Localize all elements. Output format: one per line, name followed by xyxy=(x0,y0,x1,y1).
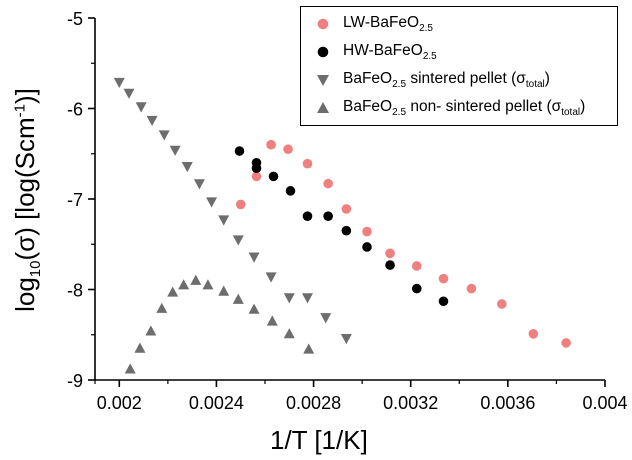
data-points xyxy=(113,77,571,374)
point-lw xyxy=(561,338,571,348)
point-sintered xyxy=(169,145,181,156)
y-tick-label: -9 xyxy=(67,371,83,391)
point-lw xyxy=(235,199,246,210)
y-axis-label: log10(σ) [log(Scm-1)] xyxy=(9,88,45,312)
point-hw xyxy=(234,146,245,156)
legend-marker-lw xyxy=(317,18,329,30)
point-non-sintered xyxy=(167,286,179,297)
legend-item-lw: LW-BaFeO2.5 xyxy=(301,11,617,37)
point-sintered xyxy=(146,115,158,127)
point-non-sintered xyxy=(266,315,278,326)
y-axis-label-container: log10(σ) [log(Scm-1)] xyxy=(2,0,52,460)
legend-marker-hw xyxy=(317,46,329,58)
point-lw xyxy=(466,283,477,294)
point-sintered xyxy=(283,293,295,304)
point-sintered xyxy=(265,272,277,283)
point-non-sintered xyxy=(303,343,315,354)
point-lw xyxy=(323,178,333,189)
point-hw xyxy=(302,211,313,221)
x-tick-label: 0.0024 xyxy=(189,393,244,413)
axis-ticks: 0.002 0.0024 0.0028 0.0032 0.0036 0.004 -5 -6 -7… xyxy=(67,9,628,413)
point-sintered xyxy=(320,313,332,324)
point-sintered xyxy=(181,162,193,173)
point-non-sintered xyxy=(190,274,202,285)
y-tick-label: -7 xyxy=(67,190,83,210)
legend-item-non-sintered: BaFeO2.5 non- sintered pellet (σtotal) xyxy=(301,95,617,121)
y-tick-label: -8 xyxy=(67,281,83,301)
point-hw xyxy=(285,186,296,196)
x-tick-label: 0.002 xyxy=(97,393,142,413)
point-hw xyxy=(341,225,352,236)
point-hw xyxy=(438,296,449,307)
point-non-sintered xyxy=(178,279,190,290)
point-lw xyxy=(496,299,507,309)
point-hw xyxy=(268,171,279,182)
point-sintered xyxy=(248,252,260,263)
point-non-sintered xyxy=(218,285,230,296)
point-non-sintered xyxy=(134,342,146,353)
point-lw xyxy=(385,248,395,259)
point-sintered xyxy=(123,88,135,99)
point-sintered xyxy=(113,77,125,89)
point-sintered xyxy=(206,197,218,208)
point-lw xyxy=(341,204,352,214)
x-tick-label: 0.0036 xyxy=(480,393,535,413)
point-lw xyxy=(528,329,539,339)
legend: LW-BaFeO2.5 HW-BaFeO2.5 BaFeO2.5 sintere… xyxy=(300,6,618,126)
x-tick-label: 0.0032 xyxy=(383,393,438,413)
legend-label-non-sintered: BaFeO2.5 non- sintered pellet (σtotal) xyxy=(343,98,586,119)
point-non-sintered xyxy=(145,325,157,336)
point-non-sintered xyxy=(124,363,136,374)
point-sintered xyxy=(232,235,244,246)
point-hw xyxy=(251,163,262,174)
point-hw xyxy=(385,260,395,270)
point-hw xyxy=(362,242,372,252)
point-sintered xyxy=(218,215,230,226)
point-sintered xyxy=(135,102,147,113)
point-hw xyxy=(411,283,422,294)
x-tick-label: 0.0028 xyxy=(286,393,341,413)
legend-marker-sintered xyxy=(317,75,329,86)
point-sintered xyxy=(302,293,313,304)
point-sintered xyxy=(158,130,170,141)
point-non-sintered xyxy=(248,303,260,314)
legend-label-hw: HW-BaFeO2.5 xyxy=(343,42,437,63)
y-tick-label: -6 xyxy=(67,100,83,120)
point-non-sintered xyxy=(202,279,214,290)
point-sintered xyxy=(193,179,205,190)
point-lw xyxy=(283,144,293,155)
y-tick-label: -5 xyxy=(67,9,83,29)
point-lw xyxy=(362,226,372,237)
legend-label-sintered: BaFeO2.5 sintered pellet (σtotal) xyxy=(343,70,550,91)
point-sintered xyxy=(340,333,352,345)
point-lw xyxy=(302,158,313,169)
legend-label-lw: LW-BaFeO2.5 xyxy=(343,14,433,35)
point-non-sintered xyxy=(283,328,295,339)
point-lw xyxy=(251,171,262,182)
x-axis-label: 1/T [1/K] xyxy=(270,425,368,455)
legend-item-hw: HW-BaFeO2.5 xyxy=(301,39,617,65)
point-non-sintered xyxy=(156,302,168,313)
point-lw xyxy=(438,273,449,284)
point-hw xyxy=(323,211,333,221)
x-tick-label: 0.004 xyxy=(582,393,627,413)
legend-marker-non-sintered xyxy=(317,102,329,113)
point-lw xyxy=(266,139,276,150)
point-non-sintered xyxy=(232,293,244,304)
legend-item-sintered: BaFeO2.5 sintered pellet (σtotal) xyxy=(301,67,617,93)
point-lw xyxy=(411,261,422,271)
